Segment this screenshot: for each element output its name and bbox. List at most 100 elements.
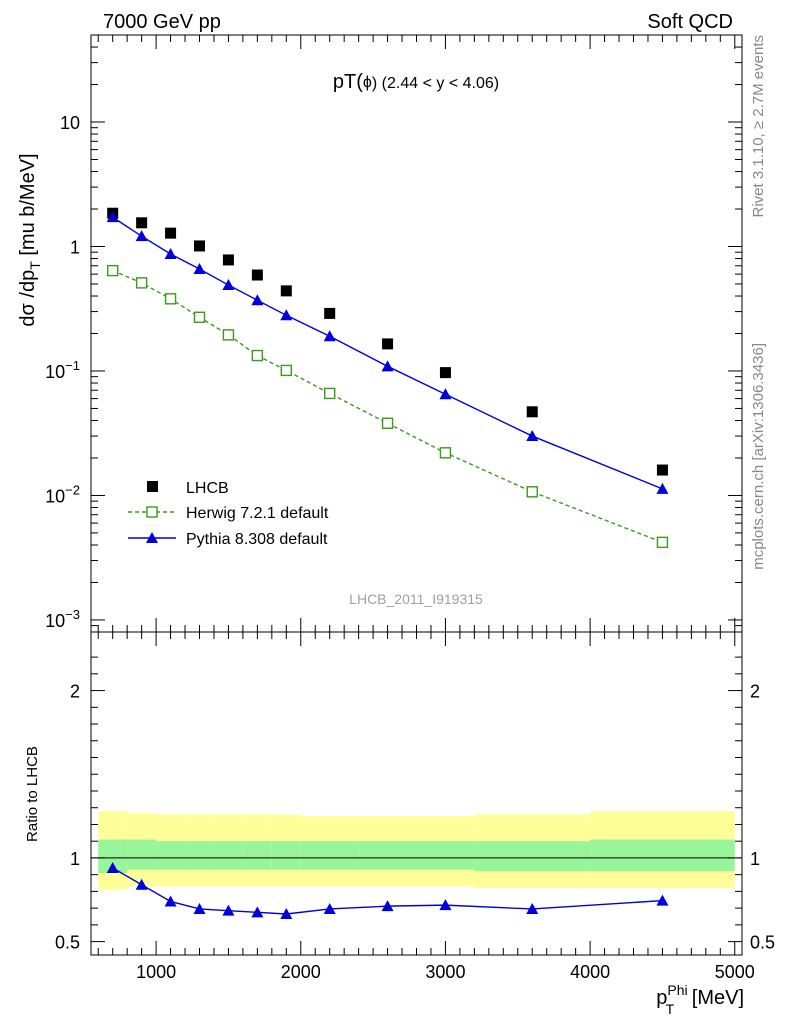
pythia-point — [280, 309, 293, 321]
main-y-label-text: dσ /dp — [17, 270, 39, 327]
legend-herwig-marker — [146, 506, 158, 518]
herwig-point — [526, 486, 538, 498]
main-y-label-unit: [mu b/MeV] — [17, 153, 39, 261]
mcplots-label: mcplots.cern.ch [arXiv:1306.3436] — [750, 343, 767, 570]
pythia-point — [656, 482, 669, 494]
herwig-point — [164, 293, 177, 305]
y-tick-base: 1 — [70, 237, 80, 257]
ratio-panel: 1000 2000 3000 4000 5000 0.5 0.5 1 1 2 2 Ratio to … — [24, 631, 775, 1017]
pythia-point — [106, 211, 119, 223]
x-tick-label: 5000 — [715, 962, 755, 982]
legend: LHCB Herwig 7.2.1 default Pythia 8.308 d… — [128, 480, 329, 548]
data-point — [165, 227, 177, 239]
herwig-line — [112, 269, 663, 544]
pythia-point — [193, 262, 206, 274]
ratio-pythia-point — [381, 900, 394, 912]
main-title-range: ) (2.44 < y < 4.06) — [372, 75, 499, 92]
ratio-pythia-point — [280, 907, 293, 919]
x-tick-label: 3000 — [425, 962, 465, 982]
x-label-sup: Phi — [667, 982, 687, 998]
ratio-y-tick-label-right: 2 — [750, 682, 760, 702]
pythia-point — [526, 430, 539, 442]
main-y-tick-label: 1 — [70, 237, 80, 257]
herwig-point — [106, 264, 119, 277]
uncertainty-band-inner — [416, 841, 475, 870]
pythia-point — [135, 230, 148, 242]
herwig-point — [135, 277, 148, 289]
ratio-pythia-point — [526, 902, 539, 914]
main-y-tick-label: 10−2 — [45, 482, 80, 506]
ratio-pythia-line — [112, 867, 663, 915]
ratio-bands — [98, 811, 735, 890]
herwig-point — [251, 349, 264, 362]
ratio-y-tick-label-left: 2 — [70, 682, 80, 702]
data-point — [280, 285, 292, 297]
ratio-y-tick-label-left: 0.5 — [55, 933, 80, 953]
legend-pythia-label: Pythia 8.308 default — [186, 531, 328, 548]
uncertainty-band-inner — [185, 841, 214, 870]
main-title-phi: ϕ — [363, 74, 372, 91]
y-tick-base: 10 — [45, 486, 65, 506]
uncertainty-band-inner — [590, 839, 735, 872]
data-point — [222, 254, 234, 266]
legend-item-data: LHCB — [147, 480, 229, 497]
x-axis-label: pPhi T [MeV] — [656, 982, 744, 1017]
y-tick-exponent: −1 — [65, 358, 80, 373]
ratio-ticks: 1000 2000 3000 4000 5000 0.5 0.5 1 1 2 2 — [55, 632, 775, 982]
x-tick-label: 2000 — [281, 962, 321, 982]
x-label-unit: [MeV] — [686, 987, 744, 1009]
uncertainty-band-inner — [242, 841, 272, 870]
x-label-text: p — [656, 987, 667, 1009]
data-point — [251, 269, 263, 281]
data-point — [136, 217, 148, 229]
main-series — [106, 207, 669, 549]
data-point — [382, 338, 394, 350]
x-tick-label: 4000 — [570, 962, 610, 982]
legend-herwig-label: Herwig 7.2.1 default — [186, 505, 329, 522]
x-tick-label: 1000 — [136, 962, 176, 982]
header-left: 7000 GeV pp — [103, 11, 221, 33]
herwig-point — [324, 387, 336, 400]
herwig-point — [280, 364, 292, 377]
main-title: pT(ϕ) (2.44 < y < 4.06) — [333, 71, 499, 93]
pythia-point — [164, 248, 177, 260]
main-y-tick-label: 10−3 — [45, 607, 80, 631]
ratio-pythia-point — [439, 899, 452, 911]
uncertainty-band-inner — [474, 841, 591, 872]
y-tick-exponent: −3 — [65, 607, 80, 622]
x-label-sub: T — [666, 1001, 675, 1017]
ratio-pythia-point — [135, 878, 148, 890]
data-point — [526, 406, 538, 418]
ratio-pythia-point — [164, 895, 177, 907]
data-point — [194, 240, 205, 252]
main-y-axis-label: dσ /dpT [mu b/MeV] — [17, 153, 43, 326]
data-point — [324, 307, 336, 319]
herwig-point — [222, 329, 235, 341]
legend-pythia-marker — [146, 532, 158, 543]
main-y-label-sub: T — [27, 261, 43, 270]
herwig-point — [193, 311, 206, 323]
pythia-point — [323, 330, 336, 342]
main-title-text: pT( — [333, 71, 363, 93]
herwig-point — [656, 536, 669, 549]
header-right: Soft QCD — [647, 11, 733, 33]
uncertainty-band-inner — [213, 841, 243, 870]
ratio-y-tick-label-left: 1 — [70, 849, 80, 869]
data-point — [656, 464, 668, 476]
ratio-pythia-point — [222, 904, 235, 916]
ratio-pythia-point — [323, 902, 336, 914]
ratio-pythia-point — [656, 894, 669, 906]
uncertainty-band-inner — [271, 841, 301, 870]
ratio-pythia-point — [251, 906, 264, 918]
ratio-y-tick-label-right: 0.5 — [750, 933, 775, 953]
legend-item-pythia: Pythia 8.308 default — [128, 531, 328, 548]
ratio-pythia-point — [106, 861, 119, 873]
pythia-point — [251, 294, 264, 306]
main-y-tick-label: 10 — [60, 113, 80, 133]
main-y-tick-label: 10−1 — [45, 358, 80, 382]
legend-data-label: LHCB — [186, 480, 229, 497]
watermark: LHCB_2011_I919315 — [349, 591, 483, 607]
